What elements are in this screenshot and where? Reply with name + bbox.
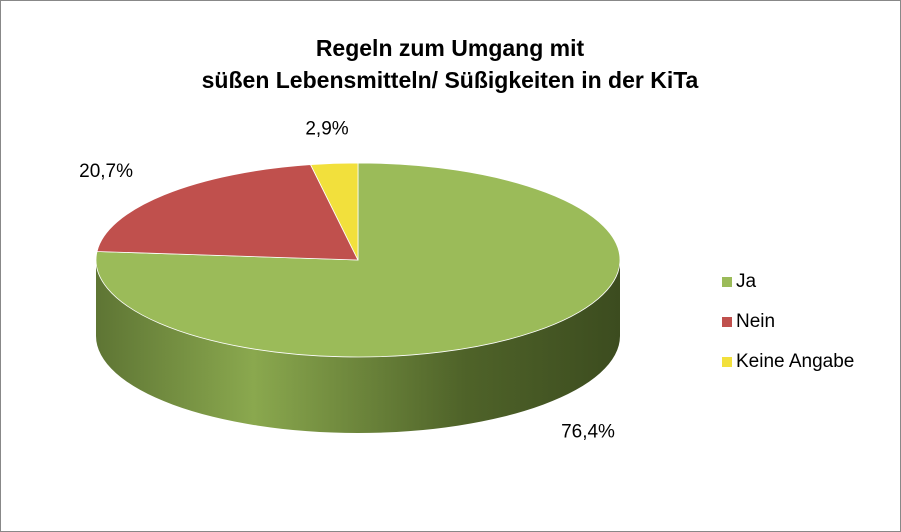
slice xyxy=(309,162,359,261)
data-label: 76,4% xyxy=(561,422,615,443)
slice-side xyxy=(96,260,620,433)
legend-swatch xyxy=(722,357,732,367)
legend-label: Ja xyxy=(736,271,757,292)
legend-label: Nein xyxy=(736,311,775,332)
data-label: 2,9% xyxy=(305,119,348,140)
chart-title: süßen Lebensmitteln/ Süßigkeiten in der … xyxy=(202,67,699,93)
chart-title: Regeln zum Umgang mit xyxy=(316,35,585,61)
legend-swatch xyxy=(722,277,732,287)
legend-label: Keine Angabe xyxy=(736,351,854,372)
legend-swatch xyxy=(722,317,732,327)
data-label: 20,7% xyxy=(79,161,133,182)
slice xyxy=(96,164,359,261)
